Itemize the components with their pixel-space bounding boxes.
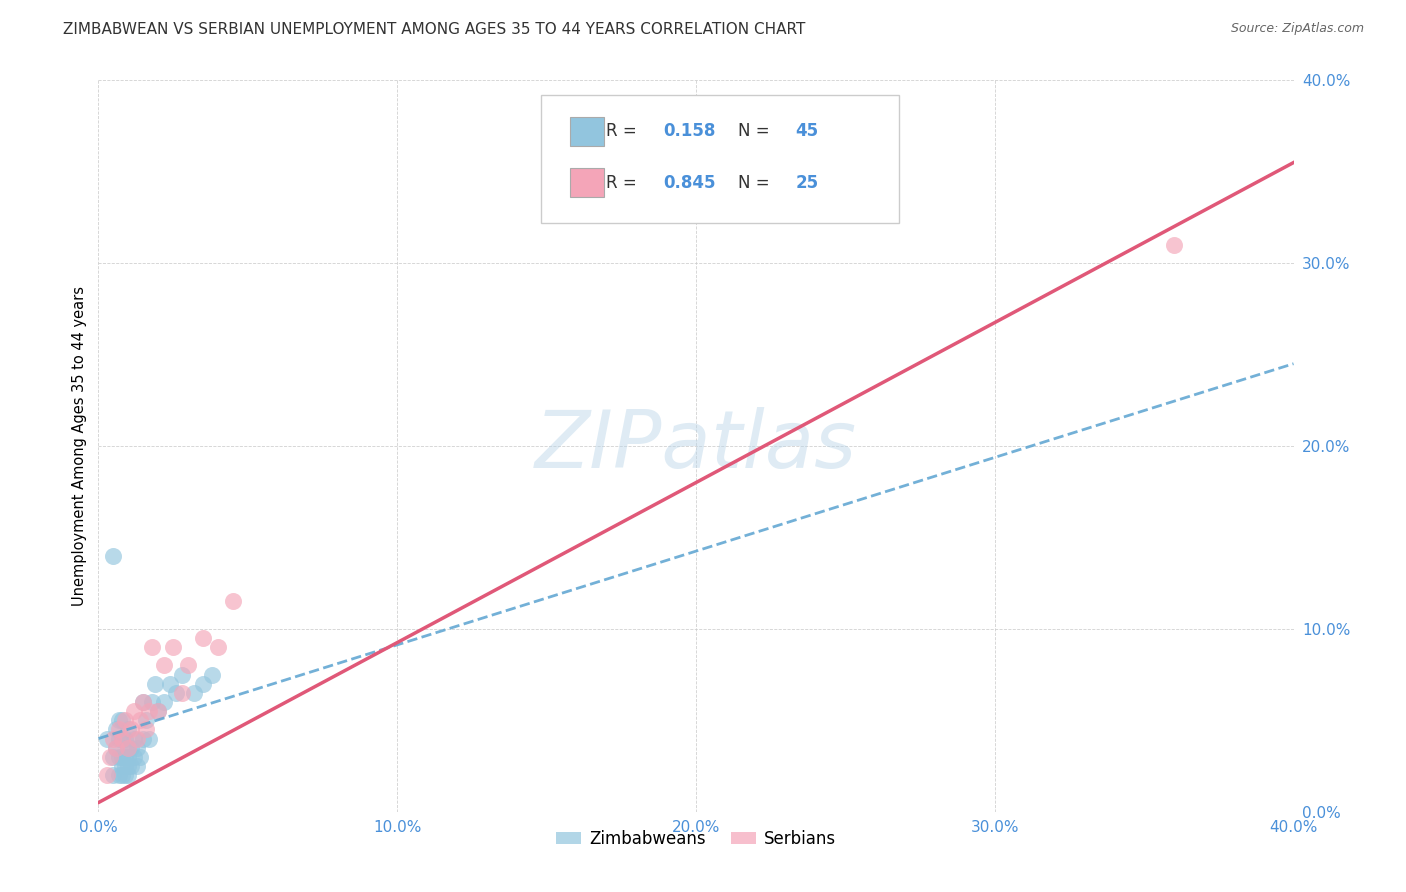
Text: ZIPatlas: ZIPatlas — [534, 407, 858, 485]
Point — [124, 749, 146, 764]
Point — [159, 676, 181, 690]
Point — [191, 676, 214, 690]
Point — [141, 695, 163, 709]
Text: N =: N = — [738, 122, 775, 140]
Point — [117, 740, 139, 755]
Point — [124, 731, 146, 746]
Point — [105, 723, 128, 737]
Y-axis label: Unemployment Among Ages 35 to 44 years: Unemployment Among Ages 35 to 44 years — [72, 286, 87, 606]
Point — [129, 714, 152, 728]
Point — [117, 740, 139, 755]
Point — [165, 686, 187, 700]
Point — [111, 759, 134, 773]
Point — [138, 704, 160, 718]
Point — [114, 768, 136, 782]
Point — [111, 731, 134, 746]
Text: 25: 25 — [796, 174, 818, 192]
Point — [111, 731, 134, 746]
Point — [177, 658, 200, 673]
Point — [127, 740, 149, 755]
Point — [138, 731, 160, 746]
Point — [201, 667, 224, 681]
Point — [141, 640, 163, 655]
Point — [111, 768, 134, 782]
Point — [108, 723, 131, 737]
Point — [105, 740, 128, 755]
Point — [103, 749, 125, 764]
Point — [103, 768, 125, 782]
Point — [108, 768, 131, 782]
Point — [105, 740, 128, 755]
Point — [111, 749, 134, 764]
Text: 45: 45 — [796, 122, 818, 140]
Point — [108, 714, 131, 728]
Legend: Zimbabweans, Serbians: Zimbabweans, Serbians — [550, 823, 842, 855]
Point — [153, 695, 176, 709]
Point — [127, 731, 149, 746]
Point — [1163, 238, 1185, 252]
Text: 0.845: 0.845 — [664, 174, 716, 192]
FancyBboxPatch shape — [571, 117, 605, 146]
Point — [108, 731, 131, 746]
Text: N =: N = — [738, 174, 775, 192]
Point — [132, 731, 155, 746]
Point — [117, 759, 139, 773]
Text: R =: R = — [606, 174, 643, 192]
Point — [114, 759, 136, 773]
FancyBboxPatch shape — [571, 168, 605, 197]
Point — [148, 704, 170, 718]
Point — [132, 695, 155, 709]
Text: 0.158: 0.158 — [664, 122, 716, 140]
Point — [135, 723, 157, 737]
Point — [96, 731, 118, 746]
Point — [117, 749, 139, 764]
Point — [132, 695, 155, 709]
Point — [127, 759, 149, 773]
Point — [172, 686, 194, 700]
FancyBboxPatch shape — [541, 95, 900, 223]
Point — [191, 631, 214, 645]
Text: Source: ZipAtlas.com: Source: ZipAtlas.com — [1230, 22, 1364, 36]
Point — [207, 640, 229, 655]
Point — [114, 749, 136, 764]
Point — [108, 749, 131, 764]
Point — [153, 658, 176, 673]
Point — [120, 740, 142, 755]
Point — [129, 749, 152, 764]
Point — [120, 723, 142, 737]
Point — [111, 714, 134, 728]
Text: ZIMBABWEAN VS SERBIAN UNEMPLOYMENT AMONG AGES 35 TO 44 YEARS CORRELATION CHART: ZIMBABWEAN VS SERBIAN UNEMPLOYMENT AMONG… — [63, 22, 806, 37]
Point — [222, 594, 245, 608]
Point — [98, 749, 122, 764]
Point — [117, 768, 139, 782]
Point — [103, 549, 125, 563]
Point — [96, 768, 118, 782]
Point — [124, 704, 146, 718]
Point — [162, 640, 184, 655]
Point — [103, 731, 125, 746]
Point — [114, 714, 136, 728]
Point — [135, 714, 157, 728]
Point — [120, 759, 142, 773]
Point — [148, 704, 170, 718]
Text: R =: R = — [606, 122, 643, 140]
Point — [143, 676, 166, 690]
Point — [172, 667, 194, 681]
Point — [117, 723, 139, 737]
Point — [114, 731, 136, 746]
Point — [183, 686, 205, 700]
